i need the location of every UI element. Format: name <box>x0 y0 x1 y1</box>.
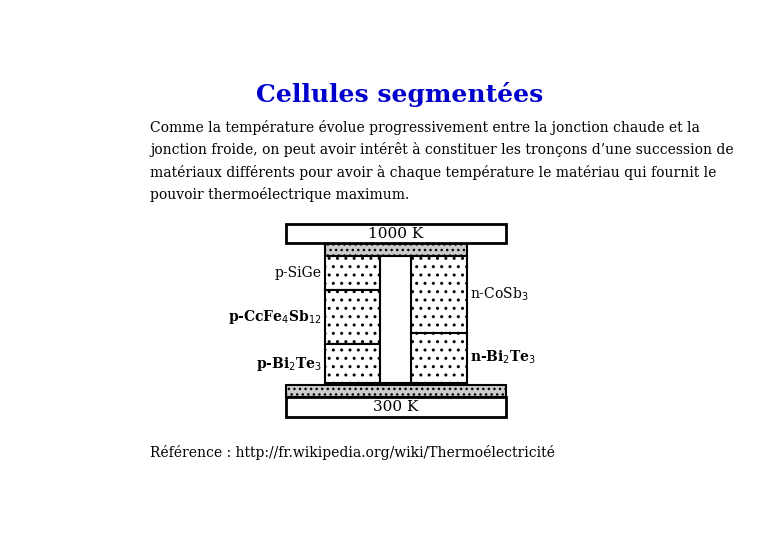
Bar <box>285 385 506 397</box>
Bar <box>285 397 506 417</box>
Text: Référence : http://fr.wikipedia.org/wiki/Thermoélectricité: Référence : http://fr.wikipedia.org/wiki… <box>151 445 555 460</box>
Text: p-SiGe: p-SiGe <box>275 266 321 280</box>
Bar <box>381 256 411 383</box>
Text: Comme la température évolue progressivement entre la jonction chaude et la
jonct: Comme la température évolue progressivem… <box>151 120 734 202</box>
Bar <box>411 256 467 333</box>
Bar <box>324 345 381 383</box>
Bar <box>324 291 381 345</box>
Text: p-Bi$_2$Te$_3$: p-Bi$_2$Te$_3$ <box>256 355 321 373</box>
Bar <box>285 224 506 244</box>
Text: n-Bi$_2$Te$_3$: n-Bi$_2$Te$_3$ <box>470 349 537 367</box>
Bar <box>411 333 467 383</box>
Text: n-CoSb$_3$: n-CoSb$_3$ <box>470 286 529 303</box>
Text: 1000 K: 1000 K <box>368 227 424 241</box>
Bar <box>324 256 381 291</box>
Text: Cellules segmentées: Cellules segmentées <box>256 82 544 107</box>
Text: p-CcFe$_4$Sb$_{12}$: p-CcFe$_4$Sb$_{12}$ <box>228 308 321 326</box>
Bar <box>324 244 467 256</box>
Text: 300 K: 300 K <box>373 400 419 414</box>
